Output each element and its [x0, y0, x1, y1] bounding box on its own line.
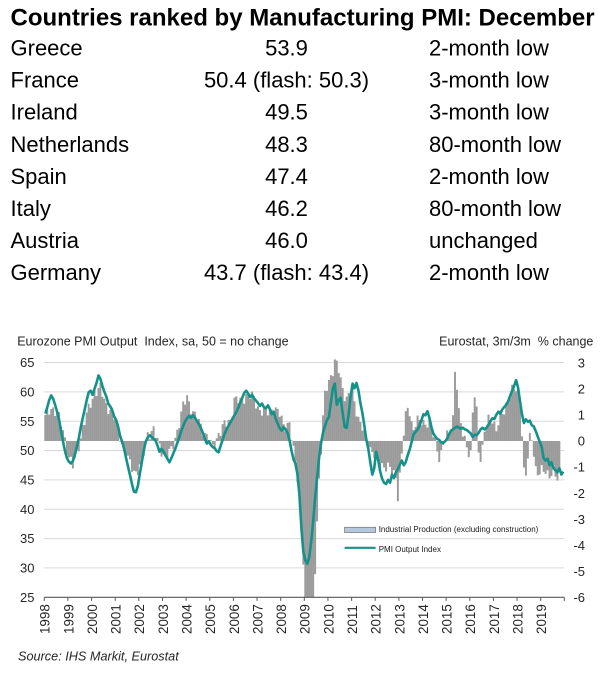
svg-text:Eurostat, 3m/3m % change: Eurostat, 3m/3m % change — [439, 335, 593, 349]
svg-text:2001: 2001 — [109, 604, 124, 634]
svg-text:55: 55 — [20, 414, 34, 429]
svg-text:2011: 2011 — [345, 605, 360, 634]
svg-text:2013: 2013 — [392, 604, 407, 634]
svg-text:-1: -1 — [573, 460, 585, 475]
svg-text:65: 65 — [20, 355, 34, 370]
svg-text:PMI Output Index: PMI Output Index — [379, 545, 441, 554]
svg-text:35: 35 — [20, 531, 34, 546]
svg-text:2007: 2007 — [250, 604, 265, 634]
svg-text:Netherlands: Netherlands — [11, 132, 130, 157]
svg-text:2014: 2014 — [416, 604, 431, 634]
svg-text:30: 30 — [20, 561, 34, 576]
svg-text:Austria: Austria — [11, 228, 80, 253]
svg-text:2019: 2019 — [534, 604, 549, 634]
svg-text:1999: 1999 — [61, 604, 76, 634]
svg-text:50: 50 — [20, 443, 34, 458]
svg-text:2-month low: 2-month low — [429, 36, 549, 61]
svg-text:Spain: Spain — [11, 164, 67, 189]
svg-text:1998: 1998 — [38, 604, 53, 634]
svg-text:3: 3 — [578, 356, 585, 371]
svg-text:2008: 2008 — [274, 604, 289, 634]
svg-text:2016: 2016 — [463, 604, 478, 634]
svg-text:2010: 2010 — [321, 604, 336, 634]
svg-text:2018: 2018 — [510, 604, 525, 634]
svg-text:2-month low: 2-month low — [429, 260, 549, 285]
svg-text:2012: 2012 — [369, 604, 384, 634]
svg-text:-4: -4 — [573, 538, 585, 553]
svg-text:-6: -6 — [573, 590, 585, 605]
svg-text:1: 1 — [578, 408, 585, 423]
svg-text:2002: 2002 — [132, 604, 147, 634]
svg-text:2-month low: 2-month low — [429, 164, 549, 189]
svg-text:2004: 2004 — [180, 604, 195, 634]
svg-text:Greece: Greece — [11, 36, 83, 61]
svg-text:25: 25 — [20, 590, 34, 605]
svg-text:49.5: 49.5 — [265, 100, 308, 125]
svg-text:80-month low: 80-month low — [429, 132, 561, 157]
svg-text:Industrial Production (excludi: Industrial Production (excluding constru… — [379, 525, 539, 534]
svg-text:2003: 2003 — [156, 604, 171, 634]
svg-text:60: 60 — [20, 385, 34, 400]
svg-text:53.9: 53.9 — [265, 36, 308, 61]
svg-text:Italy: Italy — [11, 196, 51, 221]
svg-text:France: France — [11, 68, 79, 93]
svg-text:Germany: Germany — [11, 260, 101, 285]
svg-text:46.2: 46.2 — [265, 196, 308, 221]
svg-text:-5: -5 — [573, 564, 585, 579]
svg-text:unchanged: unchanged — [429, 228, 538, 253]
svg-text:3-month low: 3-month low — [429, 100, 549, 125]
svg-text:47.4: 47.4 — [265, 164, 308, 189]
svg-text:43.7 (flash: 43.4): 43.7 (flash: 43.4) — [204, 260, 369, 285]
svg-text:2000: 2000 — [85, 604, 100, 634]
svg-text:48.3: 48.3 — [265, 132, 308, 157]
svg-text:2: 2 — [578, 382, 585, 397]
svg-text:2015: 2015 — [440, 604, 455, 634]
svg-text:Eurozone PMI Output Index, sa: Eurozone PMI Output Index, sa, 50 = no c… — [17, 335, 288, 349]
svg-text:80-month low: 80-month low — [429, 196, 561, 221]
svg-text:3-month low: 3-month low — [429, 68, 549, 93]
svg-text:2009: 2009 — [298, 604, 313, 634]
svg-text:46.0: 46.0 — [265, 228, 308, 253]
svg-text:2017: 2017 — [487, 604, 502, 634]
svg-text:2006: 2006 — [227, 604, 242, 634]
svg-text:Countries ranked by Manufactur: Countries ranked by Manufacturing PMI: D… — [11, 5, 595, 32]
svg-text:2005: 2005 — [203, 604, 218, 634]
svg-text:40: 40 — [20, 502, 34, 517]
svg-text:50.4 (flash: 50.3): 50.4 (flash: 50.3) — [204, 68, 369, 93]
svg-text:-3: -3 — [573, 512, 585, 527]
svg-text:0: 0 — [578, 434, 585, 449]
svg-text:Ireland: Ireland — [11, 100, 78, 125]
svg-text:45: 45 — [20, 473, 34, 488]
svg-text:-2: -2 — [573, 486, 585, 501]
svg-text:Source: IHS Markit, Eurostat: Source: IHS Markit, Eurostat — [18, 649, 179, 663]
